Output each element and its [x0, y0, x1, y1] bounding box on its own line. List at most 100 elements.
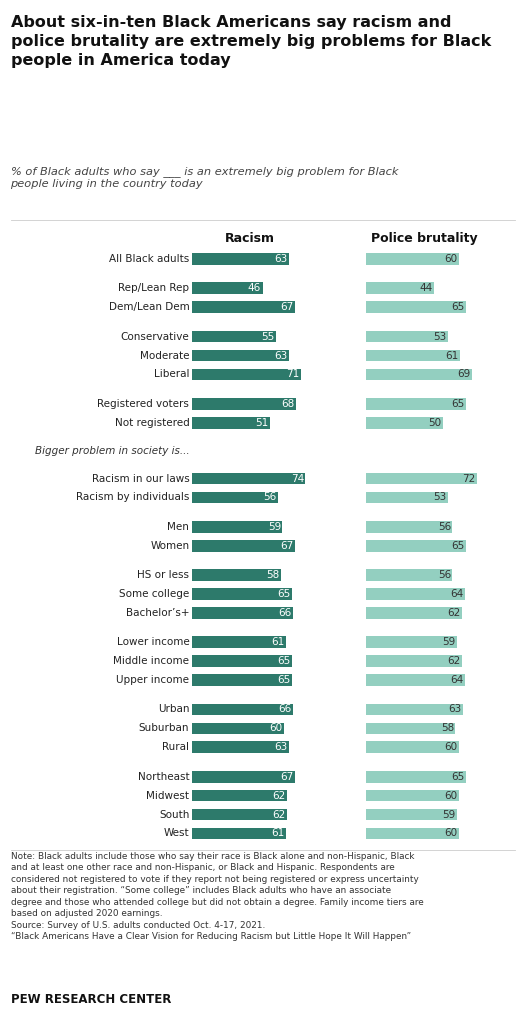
Bar: [192, 283, 262, 294]
Bar: [367, 492, 448, 504]
Text: % of Black adults who say ___ is an extremely big problem for Black
people livin: % of Black adults who say ___ is an extr…: [11, 166, 398, 189]
Text: Northeast: Northeast: [138, 772, 189, 781]
Bar: [367, 607, 462, 618]
Bar: [192, 741, 289, 754]
Text: About six-in-ten Black Americans say racism and
police brutality are extremely b: About six-in-ten Black Americans say rac…: [11, 15, 491, 68]
Text: 66: 66: [279, 705, 292, 715]
Text: Racism by individuals: Racism by individuals: [76, 493, 189, 503]
Text: 65: 65: [277, 589, 290, 599]
Bar: [367, 703, 463, 716]
Text: Midwest: Midwest: [146, 791, 189, 801]
Bar: [192, 569, 281, 581]
Bar: [192, 655, 292, 667]
Bar: [367, 417, 443, 429]
Text: Bigger problem in society is...: Bigger problem in society is...: [35, 445, 189, 456]
Text: 65: 65: [451, 398, 465, 409]
Text: 44: 44: [419, 284, 432, 293]
Text: Women: Women: [150, 541, 189, 551]
Text: Upper income: Upper income: [116, 675, 189, 685]
Text: 58: 58: [441, 723, 454, 733]
Text: Not registered: Not registered: [115, 418, 189, 428]
Bar: [192, 369, 301, 380]
Text: 60: 60: [269, 723, 282, 733]
Text: 56: 56: [438, 522, 451, 531]
Text: 64: 64: [450, 675, 463, 685]
Bar: [192, 790, 287, 802]
Bar: [367, 521, 452, 532]
Text: Rep/Lean Rep: Rep/Lean Rep: [118, 284, 189, 293]
Text: 50: 50: [429, 418, 442, 428]
Text: 59: 59: [442, 637, 456, 647]
Text: Racism in our laws: Racism in our laws: [92, 473, 189, 483]
Bar: [367, 301, 466, 313]
Text: Bachelor’s+: Bachelor’s+: [126, 608, 189, 617]
Bar: [192, 588, 292, 600]
Bar: [367, 283, 434, 294]
Text: PEW RESEARCH CENTER: PEW RESEARCH CENTER: [11, 992, 171, 1006]
Text: 65: 65: [451, 541, 465, 551]
Bar: [367, 655, 462, 667]
Text: 64: 64: [450, 589, 463, 599]
Text: West: West: [164, 828, 189, 839]
Bar: [192, 398, 296, 410]
Bar: [367, 790, 459, 802]
Text: 62: 62: [272, 810, 286, 819]
Text: 61: 61: [446, 350, 459, 360]
Text: 72: 72: [462, 473, 476, 483]
Text: All Black adults: All Black adults: [109, 254, 189, 264]
Text: 67: 67: [280, 541, 294, 551]
Text: South: South: [159, 810, 189, 819]
Bar: [367, 723, 456, 734]
Text: 63: 63: [274, 350, 287, 360]
Text: 68: 68: [281, 398, 295, 409]
Text: 59: 59: [442, 810, 456, 819]
Bar: [192, 809, 287, 820]
Text: 53: 53: [433, 332, 447, 342]
Text: 62: 62: [447, 656, 460, 667]
Bar: [192, 607, 293, 618]
Text: 67: 67: [280, 772, 294, 781]
Text: 63: 63: [449, 705, 462, 715]
Text: 60: 60: [444, 791, 457, 801]
Text: 56: 56: [438, 570, 451, 580]
Text: 74: 74: [291, 473, 304, 483]
Text: 60: 60: [444, 254, 457, 264]
Text: Moderate: Moderate: [140, 350, 189, 360]
Text: 69: 69: [458, 370, 471, 380]
Bar: [367, 674, 464, 686]
Text: 65: 65: [451, 772, 465, 781]
Text: Conservative: Conservative: [120, 332, 189, 342]
Bar: [192, 540, 295, 552]
Bar: [367, 809, 457, 820]
Text: Liberal: Liberal: [154, 370, 189, 380]
Text: Registered voters: Registered voters: [97, 398, 189, 409]
Bar: [367, 540, 466, 552]
Bar: [192, 331, 276, 342]
Text: Rural: Rural: [163, 742, 189, 753]
Text: 46: 46: [248, 284, 261, 293]
Text: 56: 56: [263, 493, 277, 503]
Text: 66: 66: [279, 608, 292, 617]
Bar: [367, 369, 472, 380]
Text: Suburban: Suburban: [139, 723, 189, 733]
Bar: [367, 741, 459, 754]
Text: Middle income: Middle income: [113, 656, 189, 667]
Text: HS or less: HS or less: [137, 570, 189, 580]
Text: 71: 71: [286, 370, 299, 380]
Text: 67: 67: [280, 302, 294, 312]
Text: 60: 60: [444, 742, 457, 753]
Bar: [192, 723, 284, 734]
Bar: [192, 417, 270, 429]
Text: 53: 53: [433, 493, 447, 503]
Bar: [192, 492, 278, 504]
Text: 60: 60: [444, 828, 457, 839]
Text: 55: 55: [261, 332, 275, 342]
Text: 62: 62: [272, 791, 286, 801]
Text: Some college: Some college: [119, 589, 189, 599]
Bar: [367, 253, 459, 265]
Bar: [367, 827, 459, 840]
Text: 63: 63: [274, 742, 287, 753]
Text: 61: 61: [271, 637, 284, 647]
Bar: [192, 473, 306, 484]
Bar: [367, 588, 464, 600]
